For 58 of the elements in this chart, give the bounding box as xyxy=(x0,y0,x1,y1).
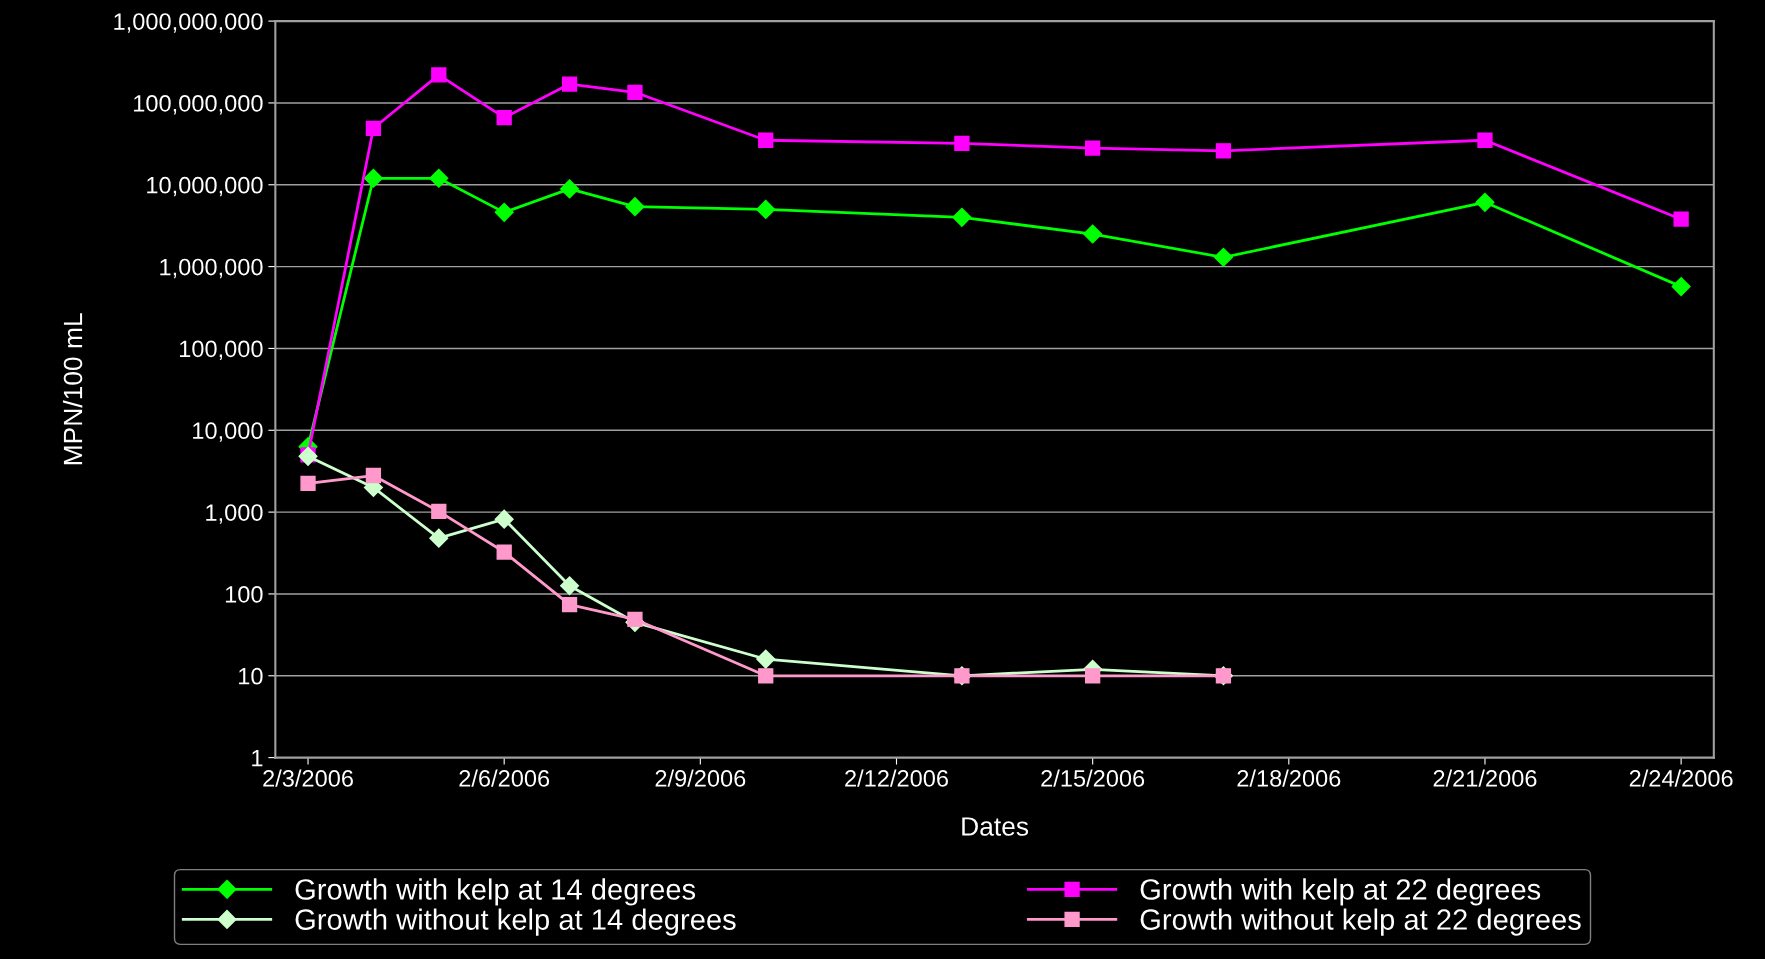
point xyxy=(1085,668,1101,684)
legend-label: Growth with kelp at 22 degrees xyxy=(1140,878,1541,906)
point xyxy=(494,509,514,529)
y-tick-label: 100,000,000 xyxy=(134,95,263,115)
point xyxy=(758,132,774,148)
legend-label: Growth without kelp at 14 degrees xyxy=(295,908,736,936)
point xyxy=(952,207,972,227)
point xyxy=(1085,140,1101,156)
x-tick-label: 2/24/2006 xyxy=(1629,769,1733,787)
y-tick-label: 1,000,000,000 xyxy=(114,13,263,33)
x-tick-label: 2/18/2006 xyxy=(1237,769,1341,787)
point xyxy=(625,197,645,217)
point xyxy=(561,597,578,613)
y-tick-label: 100,000 xyxy=(180,340,263,361)
y-tick-label: 1,000 xyxy=(206,504,263,524)
point xyxy=(496,544,512,560)
x-axis-title: Dates xyxy=(962,817,1029,836)
point xyxy=(365,467,382,484)
y-tick-label: 1,000,000 xyxy=(160,258,263,279)
point xyxy=(560,179,580,199)
point xyxy=(429,528,449,548)
point xyxy=(429,168,449,188)
x-tick-label: 2/15/2006 xyxy=(1041,769,1145,787)
x-tick-label: 2/3/2006 xyxy=(263,769,353,787)
y-tick-label: 100 xyxy=(225,586,263,603)
y-tick-label: 1 xyxy=(252,749,263,767)
point xyxy=(1213,247,1233,267)
point xyxy=(756,199,776,219)
point xyxy=(756,649,776,669)
point xyxy=(1475,192,1495,212)
y-axis-title: MPN/100 mL xyxy=(62,313,83,465)
x-tick-label: 2/6/2006 xyxy=(459,769,550,787)
y-tick-label: 10 xyxy=(239,667,263,685)
legend-label: Growth without kelp at 22 degrees xyxy=(1140,908,1581,936)
point xyxy=(627,611,643,627)
point xyxy=(1477,132,1493,148)
point xyxy=(431,503,447,520)
x-tick-label: 2/12/2006 xyxy=(845,769,948,787)
x-tick-label: 2/21/2006 xyxy=(1433,769,1537,787)
x-tick-label: 2/9/2006 xyxy=(655,769,746,787)
point xyxy=(560,576,580,596)
point xyxy=(1083,224,1103,244)
point xyxy=(758,668,774,684)
legend-label: Growth with kelp at 14 degrees xyxy=(295,878,696,906)
point xyxy=(954,135,970,152)
y-tick-label: 10,000,000 xyxy=(147,176,263,197)
point xyxy=(363,168,383,188)
point xyxy=(1673,211,1689,227)
point xyxy=(365,120,382,136)
point xyxy=(300,475,316,492)
point xyxy=(496,110,512,126)
y-tick-label: 10,000 xyxy=(193,422,263,442)
point xyxy=(1215,143,1232,159)
point xyxy=(627,84,643,100)
point xyxy=(431,67,447,83)
point xyxy=(561,76,578,92)
point xyxy=(1671,277,1691,297)
point xyxy=(494,202,514,222)
